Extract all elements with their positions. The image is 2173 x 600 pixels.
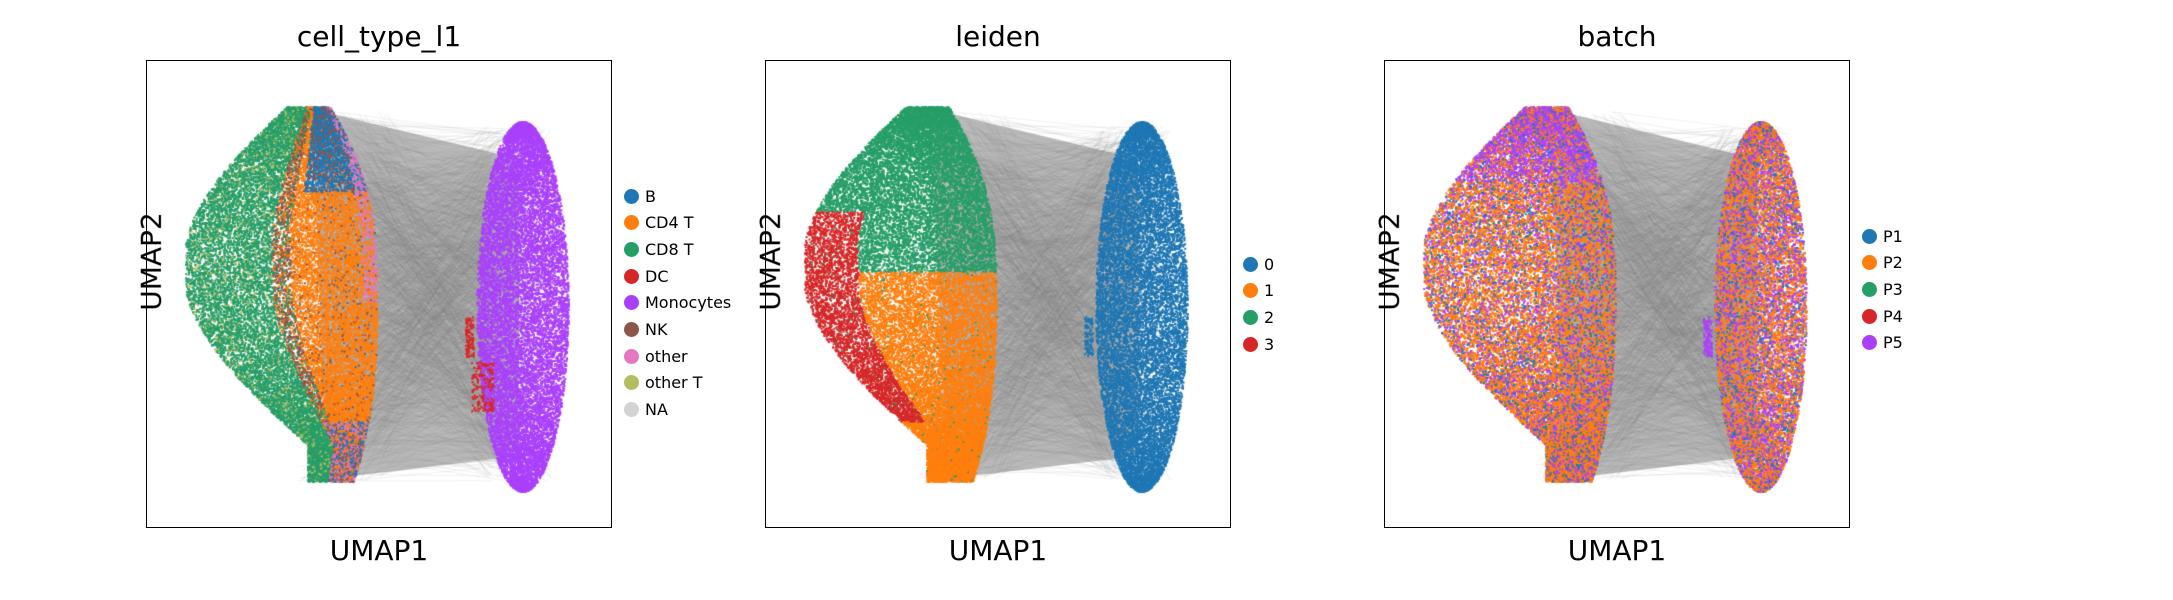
legend-marker bbox=[1243, 256, 1258, 272]
legend-label: P4 bbox=[1883, 306, 1903, 326]
legend-entry: 2 bbox=[1243, 306, 1274, 328]
legend-entry: other T bbox=[624, 372, 702, 394]
legend-marker bbox=[624, 241, 639, 257]
legend-entry: P1 bbox=[1862, 225, 1903, 247]
legend-marker bbox=[1243, 283, 1258, 299]
panel-title: batch bbox=[1577, 20, 1657, 53]
legend-marker bbox=[1862, 281, 1877, 297]
panel-title: cell_type_l1 bbox=[296, 20, 462, 53]
x-axis-label: UMAP1 bbox=[948, 534, 1048, 567]
legend-entry: CD4 T bbox=[624, 212, 694, 234]
legend-label: P2 bbox=[1883, 253, 1903, 273]
legend-marker bbox=[624, 322, 639, 337]
legend-label: other bbox=[645, 346, 688, 366]
legend-label: CD4 T bbox=[645, 213, 694, 233]
plot-area bbox=[1384, 60, 1850, 528]
legend-entry: CD8 T bbox=[624, 238, 694, 260]
legend-label: DC bbox=[645, 266, 669, 286]
legend-label: other T bbox=[645, 373, 703, 393]
legend-entry: P5 bbox=[1862, 332, 1903, 354]
legend-marker bbox=[624, 295, 639, 311]
legend-label: B bbox=[645, 186, 656, 206]
legend-label: NA bbox=[645, 400, 668, 420]
legend-marker bbox=[1862, 228, 1877, 244]
legend-label: P3 bbox=[1883, 279, 1903, 299]
legend-marker bbox=[1862, 308, 1877, 324]
legend-label: NK bbox=[645, 320, 668, 339]
scatter-points bbox=[147, 61, 611, 527]
scatter-points bbox=[766, 61, 1230, 527]
plot-area bbox=[146, 60, 612, 528]
legend-label: CD8 T bbox=[645, 239, 694, 259]
legend-entry: B bbox=[624, 185, 656, 207]
legend-marker bbox=[624, 348, 639, 364]
legend-marker bbox=[624, 188, 639, 204]
legend-marker bbox=[624, 375, 639, 391]
x-axis-label: UMAP1 bbox=[1567, 534, 1667, 567]
legend-entry: Monocytes bbox=[624, 292, 731, 314]
legend-marker bbox=[1862, 335, 1877, 351]
legend-marker bbox=[1243, 336, 1258, 352]
y-axis-label: UMAP2 bbox=[753, 211, 787, 311]
legend-label: 1 bbox=[1264, 281, 1275, 301]
legend-label: Monocytes bbox=[645, 293, 732, 313]
legend-marker bbox=[1243, 309, 1258, 325]
legend-label: 2 bbox=[1264, 307, 1275, 327]
legend-entry: other bbox=[624, 345, 688, 367]
y-axis-label: UMAP2 bbox=[134, 211, 168, 311]
x-axis-label: UMAP1 bbox=[329, 534, 429, 567]
plot-area bbox=[765, 60, 1231, 528]
legend-marker bbox=[624, 268, 639, 284]
legend-entry: P4 bbox=[1862, 305, 1903, 327]
legend-entry: P3 bbox=[1862, 278, 1903, 300]
legend-entry: 1 bbox=[1243, 280, 1274, 302]
legend-entry: 3 bbox=[1243, 333, 1274, 355]
legend-entry: DC bbox=[624, 265, 669, 287]
legend-marker bbox=[1862, 255, 1877, 271]
legend-label: 3 bbox=[1264, 334, 1275, 354]
legend-label: P5 bbox=[1883, 333, 1903, 353]
y-axis-label: UMAP2 bbox=[1372, 211, 1406, 311]
legend-label: 0 bbox=[1264, 254, 1275, 274]
legend-entry: 0 bbox=[1243, 253, 1274, 275]
legend-entry: NK bbox=[624, 319, 667, 341]
legend-marker bbox=[624, 215, 639, 231]
legend-marker bbox=[624, 402, 639, 418]
panel-title: leiden bbox=[955, 20, 1041, 53]
legend-entry: NA bbox=[624, 399, 668, 421]
legend-label: P1 bbox=[1883, 226, 1903, 246]
legend-entry: P2 bbox=[1862, 252, 1903, 274]
scatter-points bbox=[1385, 61, 1849, 527]
